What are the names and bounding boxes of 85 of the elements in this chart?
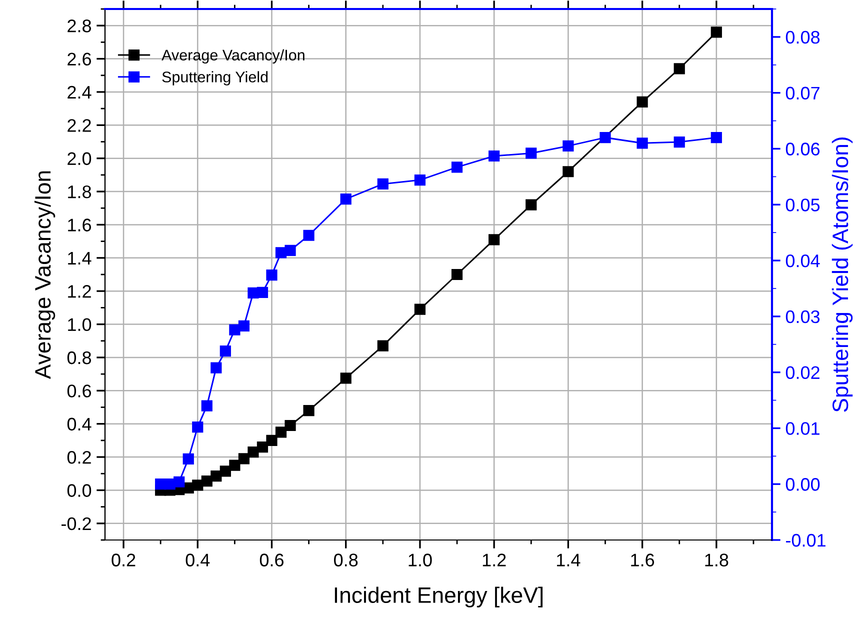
y2-axis-title: Sputtering Yield (Atoms/Ion) — [832, 138, 853, 412]
point — [220, 346, 231, 357]
point — [192, 422, 204, 433]
point — [710, 132, 722, 144]
point — [451, 162, 463, 173]
point — [488, 234, 500, 246]
x-tick-label: 1.8 — [705, 554, 728, 566]
y2-tick-label: 0.00 — [786, 478, 820, 491]
y-axis-title: Average Vacancy/Ion — [34, 171, 56, 380]
point — [488, 150, 500, 162]
y2-tick-label: -0.01 — [786, 534, 826, 547]
y-tick-label: 0.6 — [67, 384, 92, 398]
point — [174, 476, 185, 488]
point — [266, 270, 278, 281]
x-tick-label: 0.8 — [334, 554, 358, 566]
point — [674, 136, 685, 148]
point — [377, 340, 388, 352]
point — [238, 453, 250, 464]
point — [210, 362, 222, 374]
point — [220, 466, 231, 477]
y-tick-label: 1.0 — [68, 318, 92, 331]
x-tick-label: 0.4 — [186, 554, 210, 566]
y-tick-label: -0.2 — [62, 517, 91, 530]
y2-tick-label: 0.01 — [786, 422, 820, 435]
point — [636, 138, 648, 149]
point — [284, 244, 296, 256]
point — [303, 230, 314, 241]
point — [229, 460, 240, 471]
point — [256, 286, 268, 298]
y-tick-label: 0.8 — [67, 351, 92, 364]
x-axis-title: Incident Energy [keV] — [334, 586, 543, 608]
y-tick-label: 1.4 — [68, 252, 92, 264]
x-tick-label: 1.4 — [557, 554, 580, 566]
y-tick-label: 0.0 — [67, 484, 92, 497]
y2-tick-label: 0.07 — [786, 86, 820, 100]
point — [266, 434, 278, 446]
point — [182, 453, 194, 465]
point — [229, 324, 240, 336]
y2-tick-label: 0.04 — [786, 254, 820, 268]
x-tick-label: 1.0 — [408, 554, 432, 566]
point — [201, 400, 212, 412]
point — [284, 420, 296, 432]
point — [192, 480, 204, 491]
y-tick-label: 2.4 — [68, 86, 92, 99]
x-tick-label: 1.6 — [631, 554, 654, 566]
x-tick-label: 1.2 — [482, 554, 506, 566]
legend-label: Average Vacancy/Ion — [162, 49, 304, 64]
y-tick-label: 0.2 — [67, 450, 91, 464]
y2-tick-label: 0.08 — [786, 30, 820, 44]
point — [210, 470, 222, 482]
y2-tick-label: 0.06 — [786, 142, 820, 156]
y-tick-label: 2.2 — [68, 119, 91, 132]
y-tick-label: 0.4 — [67, 418, 92, 431]
y-tick-label: 1.2 — [68, 285, 91, 298]
point — [201, 476, 212, 487]
y-tick-label: 1.6 — [68, 218, 92, 232]
point — [526, 148, 537, 159]
point — [340, 372, 352, 384]
y-tick-label: 1.8 — [68, 185, 92, 198]
point — [674, 63, 685, 74]
point — [275, 426, 287, 438]
point — [562, 166, 574, 178]
y-tick-label: 2.0 — [68, 152, 92, 166]
point — [526, 199, 537, 210]
point — [248, 446, 259, 458]
y-tick-label: 2.6 — [68, 52, 92, 66]
point — [377, 178, 388, 190]
y2-tick-label: 0.05 — [786, 198, 820, 212]
legend-label: Sputtering Yield — [162, 71, 268, 86]
x-tick-label: 0.6 — [260, 554, 284, 566]
point — [256, 442, 268, 453]
y2-tick-label: 0.03 — [786, 310, 820, 324]
point — [710, 26, 722, 38]
x-tick-label: 0.2 — [112, 554, 136, 566]
point — [600, 132, 611, 144]
point — [451, 268, 463, 280]
y-tick-label: 2.8 — [68, 20, 92, 32]
point — [340, 193, 352, 205]
point — [303, 405, 314, 416]
point — [636, 96, 648, 108]
point — [414, 174, 426, 186]
y2-tick-label: 0.02 — [786, 366, 820, 380]
point — [238, 320, 250, 332]
point — [562, 140, 574, 152]
point — [414, 304, 426, 315]
